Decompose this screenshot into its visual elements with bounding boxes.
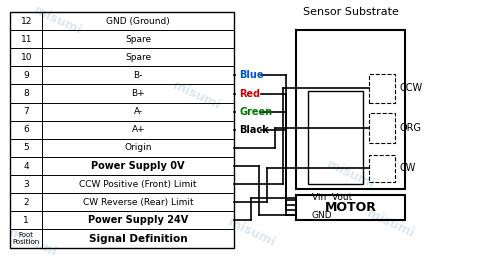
Text: misumi: misumi — [171, 79, 222, 112]
Text: misumi: misumi — [226, 216, 277, 249]
Bar — [296, 195, 405, 220]
Text: Blue: Blue — [239, 70, 264, 80]
Text: CCW Positive (Front) Limit: CCW Positive (Front) Limit — [80, 180, 197, 189]
Text: Black: Black — [239, 125, 269, 135]
Text: CW Reverse (Rear) Limit: CW Reverse (Rear) Limit — [83, 198, 194, 207]
Text: 2: 2 — [24, 198, 29, 207]
Text: B+: B+ — [132, 89, 145, 98]
Bar — [11, 12, 234, 247]
Bar — [296, 30, 405, 189]
Text: 7: 7 — [23, 107, 29, 116]
Text: A-: A- — [134, 107, 143, 116]
Text: GND: GND — [312, 211, 333, 220]
Text: 8: 8 — [23, 89, 29, 98]
Text: Origin: Origin — [124, 143, 152, 152]
Text: CW: CW — [400, 163, 416, 173]
Text: Power Supply 24V: Power Supply 24V — [88, 215, 188, 225]
Text: 10: 10 — [21, 53, 32, 62]
Bar — [308, 91, 363, 184]
Text: Sensor Substrate: Sensor Substrate — [303, 8, 399, 18]
Text: A+: A+ — [132, 125, 145, 134]
Text: misumi: misumi — [7, 226, 58, 259]
Text: MOTOR: MOTOR — [325, 201, 376, 214]
Text: 5: 5 — [23, 143, 29, 152]
Text: 6: 6 — [23, 125, 29, 134]
Bar — [368, 113, 395, 143]
Text: 4: 4 — [24, 161, 29, 170]
Text: ORG: ORG — [400, 123, 421, 133]
Text: GND (Ground): GND (Ground) — [106, 17, 170, 26]
Text: Signal Definition: Signal Definition — [89, 234, 187, 244]
Text: misumi: misumi — [31, 4, 83, 37]
Text: CCW: CCW — [400, 83, 423, 93]
Text: Red: Red — [239, 89, 261, 99]
Text: B-: B- — [134, 71, 143, 80]
Text: misumi: misumi — [365, 206, 416, 240]
Text: misumi: misumi — [325, 158, 376, 191]
Text: 3: 3 — [23, 180, 29, 189]
Text: Green: Green — [239, 107, 272, 117]
Text: 9: 9 — [23, 71, 29, 80]
Text: Foot
Position: Foot Position — [13, 232, 40, 245]
Text: Power Supply 0V: Power Supply 0V — [92, 161, 185, 171]
Text: Spare: Spare — [125, 35, 151, 44]
Text: Spare: Spare — [125, 53, 151, 62]
Bar — [368, 155, 395, 182]
Text: 12: 12 — [21, 17, 32, 26]
Text: Vin  Vout: Vin Vout — [312, 193, 352, 202]
Text: 11: 11 — [21, 35, 32, 44]
Bar — [368, 74, 395, 103]
Text: 1: 1 — [23, 216, 29, 225]
